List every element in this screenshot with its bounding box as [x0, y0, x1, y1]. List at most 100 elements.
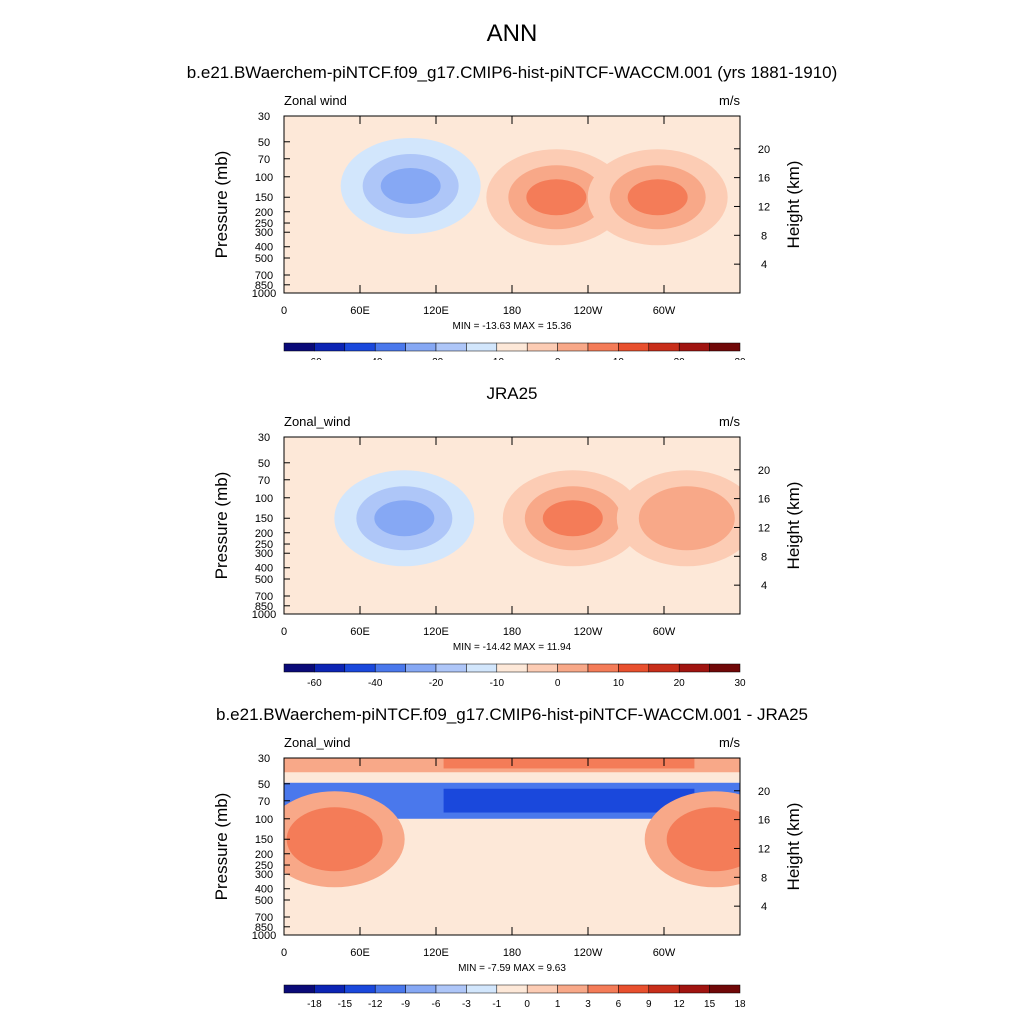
y-tick-label: 300 [255, 227, 273, 239]
height-tick-label: 16 [758, 494, 770, 506]
height-tick-label: 4 [761, 580, 767, 592]
x-tick-label: 120W [574, 947, 603, 959]
height-tick-label: 8 [761, 551, 767, 563]
x-tick-label: 60E [350, 626, 370, 638]
height-tick-label: 12 [758, 201, 770, 213]
colorbar-label: 12 [674, 999, 686, 1010]
colorbar-label: 10 [613, 357, 625, 360]
x-tick-label: 120W [574, 305, 603, 317]
colorbar-label: -20 [429, 357, 444, 360]
x-tick-label: 60W [653, 305, 676, 317]
units-label: m/s [719, 414, 740, 429]
y-tick-label: 700 [255, 270, 273, 282]
y-tick-label: 850 [255, 922, 273, 934]
colorbar-label: -10 [490, 357, 505, 360]
y-tick-label: 100 [255, 493, 273, 505]
contour-field [284, 758, 740, 935]
colorbar-segment [314, 984, 346, 994]
y-tick-label: 300 [255, 548, 273, 560]
colorbar-segment [283, 984, 315, 994]
y-tick-label: 70 [258, 796, 270, 808]
y-tick-label: 50 [258, 779, 270, 791]
colorbar-label: -6 [432, 999, 441, 1010]
y-axis-title: Pressure (mb) [212, 151, 231, 259]
height-tick-label: 12 [758, 843, 770, 855]
colorbar-label: 30 [734, 357, 746, 360]
height-tick-label: 12 [758, 522, 770, 534]
panel-1-chart: Zonal wind m/s305070100150200250300400500… [212, 93, 803, 360]
x-tick-label: 0 [281, 305, 287, 317]
colorbar-label: 10 [613, 678, 625, 689]
y-tick-label: 200 [255, 528, 273, 540]
colorbar-segment [618, 984, 650, 994]
panel-2-chart: Zonal_wind m/s305070100150200250300400500… [212, 414, 803, 689]
colorbar-label: -20 [429, 678, 444, 689]
y-tick-label: 30 [258, 432, 270, 444]
y-axis-title: Pressure (mb) [212, 472, 231, 580]
y-tick-label: 400 [255, 563, 273, 575]
colorbar-label: -40 [368, 357, 383, 360]
height-axis-title: Height (km) [784, 482, 803, 570]
feature-core-2 [304, 821, 365, 858]
colorbar-label: 30 [734, 678, 746, 689]
feature-core-1 [627, 179, 688, 216]
y-tick-label: 50 [258, 458, 270, 470]
y-tick-label: 200 [255, 207, 273, 219]
y-tick-label: 700 [255, 591, 273, 603]
colorbar-label: 1 [555, 999, 561, 1010]
colorbar-label: 9 [646, 999, 652, 1010]
colorbar-label: 0 [555, 678, 561, 689]
colorbar-label: -60 [307, 678, 322, 689]
x-tick-label: 0 [281, 626, 287, 638]
y-tick-label: 50 [258, 137, 270, 149]
colorbar-label: -15 [338, 999, 353, 1010]
colorbar-label: 0 [555, 357, 561, 360]
y-tick-label: 200 [255, 849, 273, 861]
min-max-stats: MIN = -14.42 MAX = 11.94 [453, 642, 572, 653]
colorbar-label: 0 [524, 999, 530, 1010]
y-tick-label: 30 [258, 753, 270, 765]
height-tick-label: 4 [761, 901, 767, 913]
units-label: m/s [719, 93, 740, 108]
colorbar-label: -1 [492, 999, 501, 1010]
y-tick-label: 70 [258, 475, 270, 487]
x-tick-label: 60W [653, 626, 676, 638]
y-tick-label: 1000 [252, 609, 276, 621]
min-max-stats: MIN = -13.63 MAX = 15.36 [453, 321, 572, 332]
colorbar-segment [496, 984, 528, 994]
colorbar-segment [709, 342, 741, 352]
height-tick-label: 8 [761, 872, 767, 884]
height-axis-title: Height (km) [784, 803, 803, 891]
y-tick-label: 30 [258, 111, 270, 123]
y-tick-label: 250 [255, 539, 273, 551]
panel-1-title: b.e21.BWaerchem-piNTCF.f09_g17.CMIP6-his… [186, 63, 838, 82]
variable-label: Zonal wind [284, 93, 347, 108]
x-tick-label: 0 [281, 947, 287, 959]
colorbar-segment [678, 984, 710, 994]
colorbar-segment [648, 984, 680, 994]
colorbar-label: -40 [368, 678, 383, 689]
colorbar-segment [435, 984, 467, 994]
units-label: m/s [719, 735, 740, 750]
y-tick-label: 100 [255, 814, 273, 826]
panel-2-title: JRA25 [486, 384, 538, 403]
panel-3-title: b.e21.BWaerchem-piNTCF.f09_g17.CMIP6-his… [215, 705, 809, 724]
x-tick-label: 180 [503, 626, 521, 638]
y-tick-label: 150 [255, 513, 273, 525]
colorbar-segment [374, 984, 406, 994]
y-axis-title: Pressure (mb) [212, 793, 231, 901]
contour-field [284, 116, 740, 293]
x-tick-label: 180 [503, 947, 521, 959]
height-tick-label: 20 [758, 465, 770, 477]
colorbar-label: -9 [401, 999, 410, 1010]
x-tick-label: 120E [423, 947, 449, 959]
band-core-0 [443, 758, 695, 769]
colorbar-label: 20 [674, 678, 686, 689]
colorbar-label: 3 [585, 999, 591, 1010]
feature-core-3 [684, 821, 740, 858]
feature-core-0 [526, 179, 587, 216]
colorbar-segment [709, 984, 741, 994]
colorbar-label: -18 [307, 999, 322, 1010]
colorbar-label: 15 [704, 999, 716, 1010]
